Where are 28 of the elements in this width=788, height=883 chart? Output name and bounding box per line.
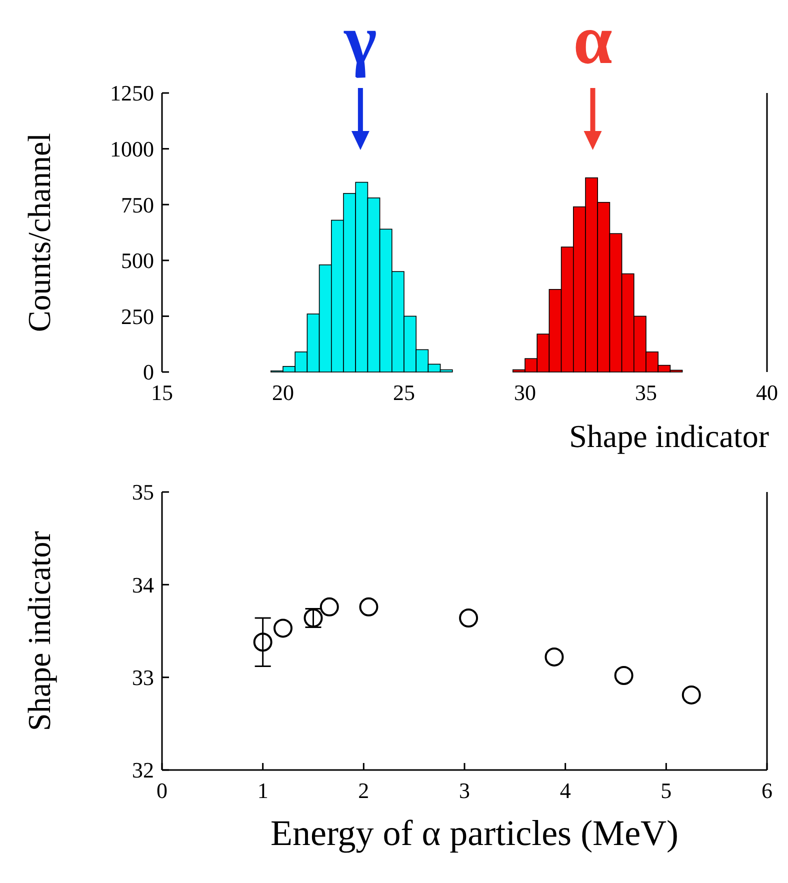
x-tick-label: 20	[272, 380, 294, 405]
y-axis-title: Counts/channel	[21, 132, 57, 332]
x-axis-title: Shape indicator	[569, 418, 770, 454]
y-tick-label: 1000	[110, 136, 154, 162]
y-tick-label: 1250	[110, 80, 154, 106]
x-tick-label: 4	[560, 778, 571, 803]
annotation: γ	[343, 2, 377, 79]
x-tick-label: 35	[635, 380, 657, 405]
y-tick-label: 750	[121, 192, 154, 218]
y-tick-label: 34	[132, 572, 154, 598]
x-tick-label: 5	[660, 778, 672, 803]
annotation: α	[573, 2, 612, 79]
x-tick-label: 30	[514, 380, 536, 405]
x-tick-label: 6	[762, 778, 772, 803]
y-tick-label: 32	[132, 758, 154, 783]
x-tick-label: 2	[358, 778, 370, 803]
x-axis-title: Energy of α particles (MeV)	[270, 813, 679, 853]
y-tick-label: 500	[121, 248, 154, 274]
x-tick-label: 15	[151, 380, 173, 405]
x-tick-label: 1	[257, 778, 268, 803]
x-tick-label: 40	[756, 380, 778, 405]
x-tick-label: 25	[393, 380, 415, 405]
y-tick-label: 33	[132, 665, 154, 690]
x-tick-label: 3	[459, 778, 470, 803]
y-axis-title: Shape indicator	[21, 530, 57, 731]
y-tick-label: 0	[143, 360, 154, 385]
y-tick-label: 250	[121, 304, 154, 329]
y-tick-label: 35	[132, 480, 154, 505]
